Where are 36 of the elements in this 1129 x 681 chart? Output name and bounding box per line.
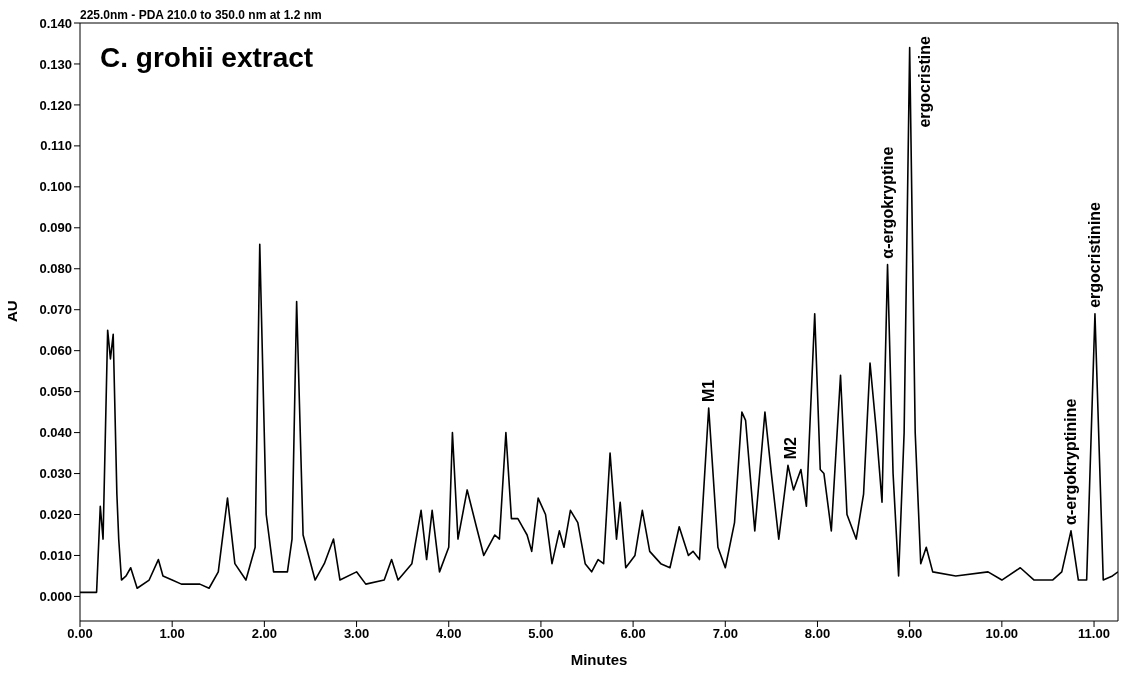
x-axis-title: Minutes	[570, 651, 628, 668]
x-tick-label: 6.00	[620, 626, 646, 642]
x-tick-label: 9.00	[897, 626, 923, 642]
y-tick-label: 0.140	[39, 15, 72, 31]
x-tick-label: 3.00	[343, 626, 370, 642]
annotation: α-ergokryptine	[878, 146, 896, 259]
chart-subtitle: 225.0nm - PDA 210.0 to 350.0 nm at 1.2 nm	[80, 8, 322, 22]
y-tick-label: 0.000	[39, 589, 72, 605]
x-tick-label: 2.00	[251, 626, 278, 642]
y-tick-label: 0.010	[39, 548, 72, 564]
annotation: ergocristinine	[1085, 201, 1103, 308]
x-tick-label: 7.00	[712, 626, 738, 642]
x-tick-label: 8.00	[804, 626, 831, 642]
x-tick-label: 11.00	[1078, 626, 1110, 642]
y-tick-label: 0.040	[39, 425, 72, 441]
text: C. grohii extract	[100, 42, 314, 74]
y-tick-label: 0.030	[39, 466, 72, 482]
annotation: M2	[781, 437, 799, 460]
y-tick-label: 0.090	[39, 220, 72, 236]
y-tick-label: 0.050	[39, 384, 72, 400]
x-tick-label: 5.00	[528, 626, 554, 642]
y-tick-label: 0.070	[39, 302, 72, 318]
y-tick-label: 0.130	[39, 56, 72, 72]
y-tick-label: 0.110	[40, 138, 72, 154]
x-tick-label: 1.00	[159, 626, 185, 642]
annotation: α-ergokryptinine	[1061, 398, 1079, 525]
y-tick-label: 0.100	[39, 179, 72, 195]
x-tick-label: 4.00	[436, 626, 462, 642]
y-tick-label: 0.080	[39, 261, 72, 277]
annotation: ergocristine	[915, 35, 933, 128]
y-tick-label: 0.120	[39, 97, 72, 113]
y-tick-label: 0.020	[39, 507, 72, 523]
annotation: M1	[699, 379, 717, 403]
x-tick-label: 10.00	[985, 626, 1019, 642]
y-tick-label: 0.060	[39, 343, 72, 359]
x-tick-label: 0.00	[67, 626, 93, 642]
